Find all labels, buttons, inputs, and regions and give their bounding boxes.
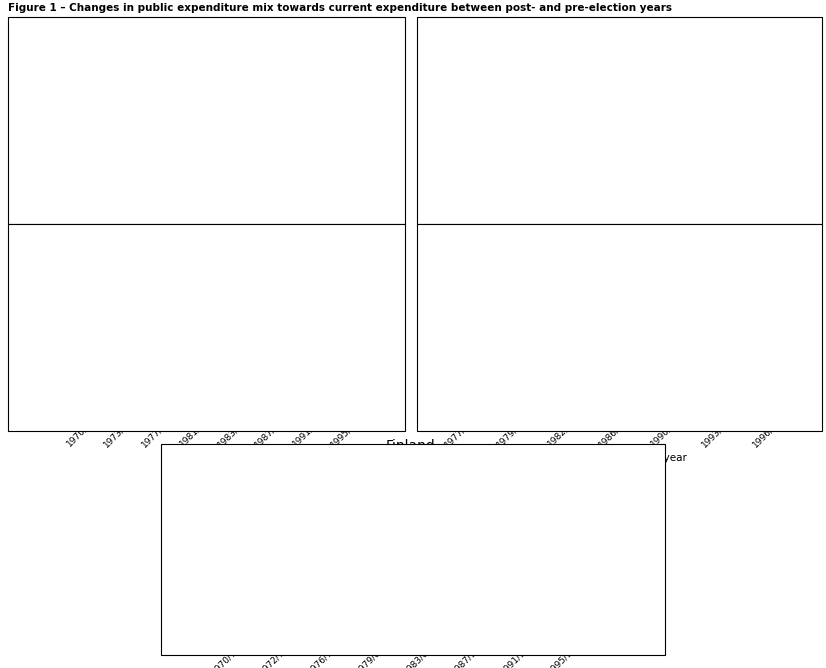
Bar (666, 277, 696, 325)
Bar (458, 114, 482, 118)
Y-axis label: Changes in percentage: Changes in percentage (424, 273, 433, 378)
Bar (186, 161, 206, 186)
Title: Finland: Finland (386, 439, 436, 453)
Title: Belgium: Belgium (201, 18, 258, 32)
Bar (274, 345, 297, 382)
Bar (86, 357, 109, 382)
Bar (563, 281, 594, 325)
Bar (512, 325, 543, 385)
Bar (373, 611, 401, 638)
Bar (618, 114, 642, 118)
Bar (161, 326, 184, 382)
Bar (717, 294, 748, 325)
Bar (768, 325, 800, 330)
Bar (253, 123, 273, 161)
Bar (237, 345, 259, 382)
X-axis label: Post/Pre-election year: Post/Pre-election year (173, 246, 286, 256)
Bar (286, 112, 306, 161)
Bar (777, 106, 801, 118)
Bar (119, 118, 139, 161)
Bar (325, 592, 354, 638)
Y-axis label: Changes in percentage: Changes in percentage (43, 273, 52, 378)
Bar (468, 546, 497, 638)
Bar (498, 118, 522, 178)
Text: Figure 1 – Changes in public expenditure mix towards current expenditure between: Figure 1 – Changes in public expenditure… (8, 3, 672, 13)
Bar (320, 161, 339, 166)
Bar (229, 477, 258, 638)
Bar (152, 148, 173, 161)
Bar (354, 161, 373, 170)
Bar (538, 80, 562, 118)
Bar (312, 257, 335, 382)
Y-axis label: Changes in percentage: Changes in percentage (424, 66, 433, 171)
X-axis label: Post/Pre-election year: Post/Pre-election year (573, 453, 686, 463)
X-axis label: Post/Pre-election year: Post/Pre-election year (173, 453, 286, 463)
Bar (124, 345, 146, 382)
Bar (420, 574, 449, 638)
Bar (578, 46, 602, 118)
Bar (565, 631, 593, 638)
Y-axis label: Changes in percentage: Changes in percentage (43, 66, 52, 171)
Y-axis label: Changes in percentage: Changes in percentage (196, 494, 205, 599)
Bar (460, 268, 491, 325)
Bar (85, 55, 105, 161)
Bar (277, 564, 306, 638)
Title: Denmark: Denmark (598, 18, 662, 32)
Bar (219, 93, 240, 161)
Title: Spain: Spain (610, 225, 649, 239)
Bar (350, 354, 373, 382)
Title: Germany: Germany (197, 225, 261, 239)
X-axis label: Post/Pre-election year: Post/Pre-election year (573, 246, 686, 256)
Bar (516, 555, 545, 638)
Bar (615, 313, 645, 325)
Bar (738, 118, 762, 140)
Bar (698, 116, 722, 118)
Bar (657, 93, 681, 118)
